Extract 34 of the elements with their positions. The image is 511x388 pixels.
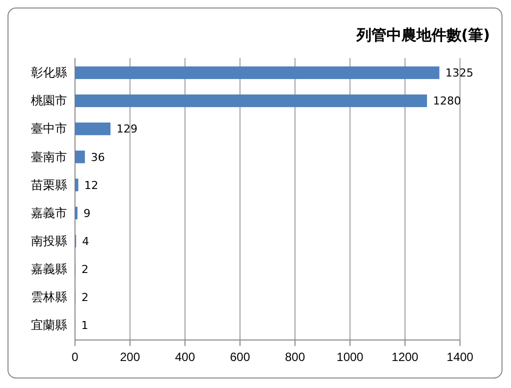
bar <box>75 122 110 136</box>
data-label: 2 <box>82 291 89 304</box>
data-label: 2 <box>82 263 89 276</box>
data-label: 1325 <box>445 66 474 80</box>
y-tick-label: 南投縣 <box>31 234 67 248</box>
x-tick-label: 1400 <box>446 350 474 364</box>
data-label: 129 <box>116 122 138 136</box>
y-tick-label: 臺中市 <box>31 122 67 136</box>
y-tick-label: 宜蘭縣 <box>31 318 67 332</box>
y-tick-label: 嘉義縣 <box>31 262 67 276</box>
x-tick-label: 600 <box>230 350 250 364</box>
data-label: 1 <box>81 319 88 332</box>
x-tick-label: 0 <box>72 350 79 364</box>
y-tick-label: 嘉義市 <box>31 206 67 220</box>
data-label: 36 <box>90 150 105 164</box>
y-tick-label: 臺南市 <box>31 150 67 164</box>
y-tick-label: 苗栗縣 <box>31 178 67 192</box>
bar <box>75 66 440 80</box>
x-tick-label: 1000 <box>336 350 364 364</box>
data-label: 9 <box>83 206 90 220</box>
bar <box>75 94 427 108</box>
bar <box>75 150 85 164</box>
data-label: 1280 <box>433 94 461 108</box>
y-tick-label: 彰化縣 <box>31 66 67 80</box>
y-tick-label: 桃園市 <box>31 94 67 108</box>
bar <box>75 178 78 192</box>
x-tick-label: 800 <box>284 350 306 364</box>
x-tick-label: 1200 <box>392 350 419 364</box>
data-label: 4 <box>82 234 90 248</box>
y-tick-label: 雲林縣 <box>31 290 67 304</box>
x-tick-label: 400 <box>174 350 196 364</box>
data-label: 12 <box>84 178 98 192</box>
x-tick-label: 200 <box>120 350 140 364</box>
chart-title: 列管中農地件數(筆) <box>355 26 490 44</box>
